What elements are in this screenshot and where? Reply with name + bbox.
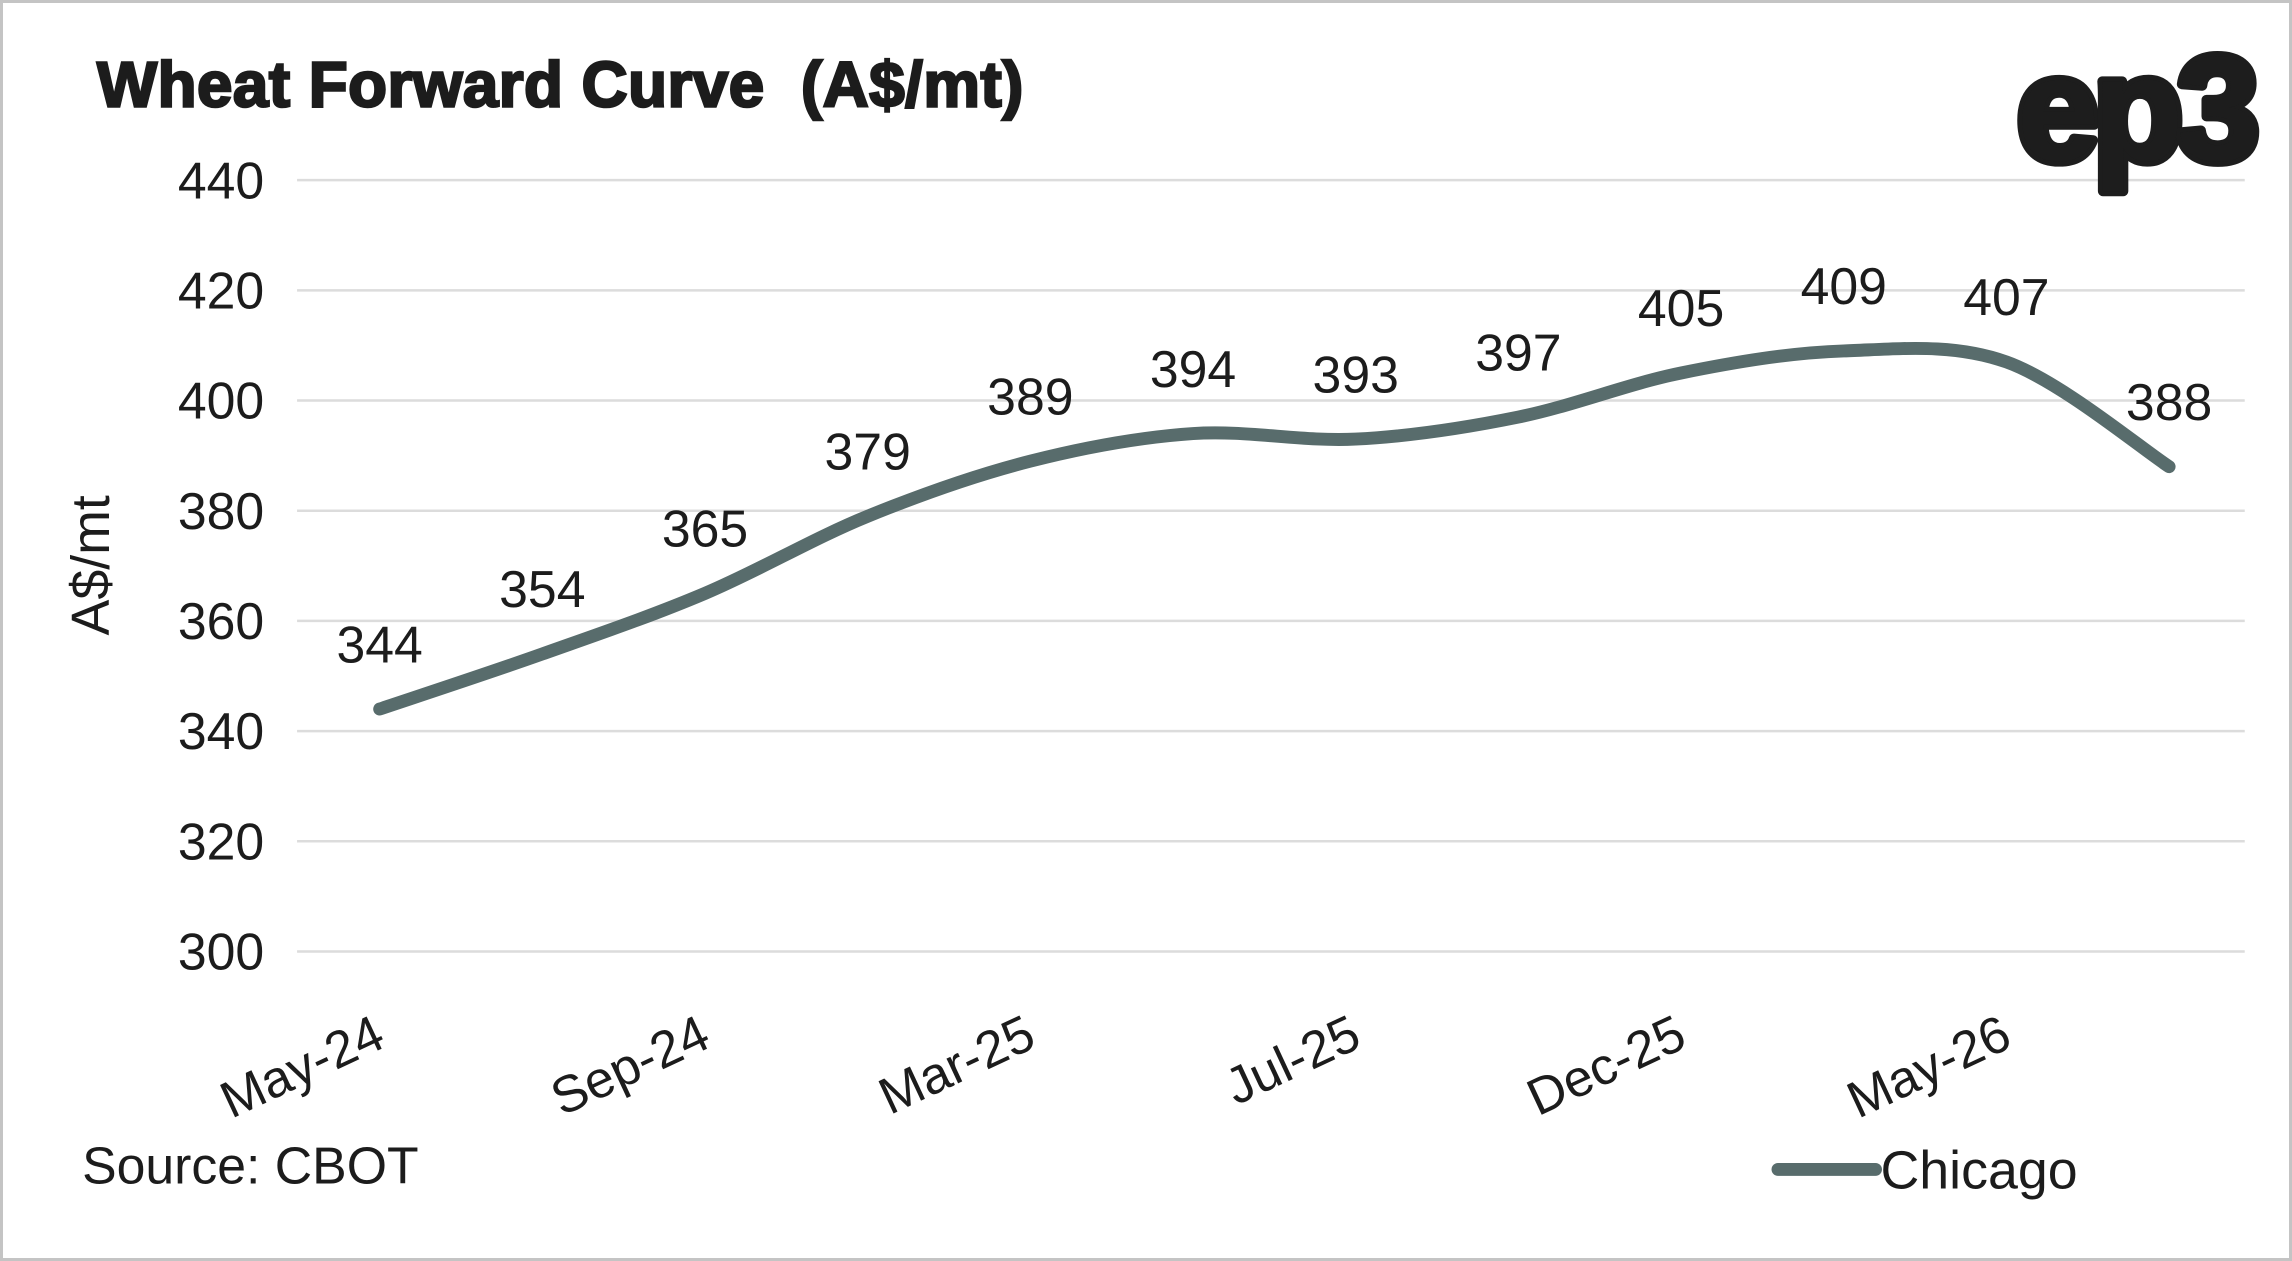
x-tick-label: Dec-25 [1518, 1003, 1694, 1126]
data-label: 405 [1638, 279, 1724, 337]
data-label: 379 [825, 422, 911, 480]
y-tick-label: 420 [178, 261, 264, 319]
legend: Chicago [1771, 1140, 2078, 1200]
legend-series-label: Chicago [1880, 1140, 2077, 1200]
y-axis-tick-labels: 440 420 400 380 360 340 320 300 [178, 151, 264, 980]
source-note: Source: CBOT [82, 1136, 418, 1194]
data-label: 344 [336, 615, 422, 673]
data-label: 394 [1150, 340, 1236, 398]
x-tick-label: Sep-24 [542, 1003, 718, 1126]
data-label: 393 [1313, 345, 1399, 403]
data-label: 388 [2126, 373, 2212, 431]
gridlines [297, 178, 2245, 953]
wheat-forward-curve-chart: 440 420 400 380 360 340 320 300 May-24 Sep-24 Mar… [61, 20, 2267, 1200]
x-tick-label: Jul-25 [1216, 1003, 1368, 1115]
y-tick-label: 300 [178, 923, 264, 981]
y-tick-label: 360 [178, 592, 264, 650]
x-tick-label: Mar-25 [870, 1003, 1043, 1125]
data-labels: 344 354 365 379 389 394 393 397 405 409 407 388 [336, 257, 2212, 673]
y-tick-label: 380 [178, 482, 264, 540]
x-tick-label: May-26 [1838, 1003, 2019, 1128]
x-axis-tick-labels: May-24 Sep-24 Mar-25 Jul-25 Dec-25 May-26 [211, 1003, 2019, 1128]
data-label: 407 [1963, 268, 2049, 326]
y-tick-label: 340 [178, 702, 264, 760]
chart-title: Wheat Forward Curve (A$/mt) [97, 50, 1024, 121]
y-tick-label: 400 [178, 372, 264, 430]
data-label: 409 [1801, 257, 1887, 315]
data-label: 397 [1475, 323, 1561, 381]
y-tick-label: 440 [178, 151, 264, 209]
y-tick-label: 320 [178, 812, 264, 870]
ep3-logo: ep3 [2016, 25, 2254, 192]
data-label: 354 [499, 560, 585, 618]
y-axis-unit-label: A$/mt [61, 495, 121, 635]
x-tick-label: May-24 [211, 1003, 392, 1128]
chicago-series-line [373, 341, 2176, 716]
data-label: 365 [662, 500, 748, 558]
data-label: 389 [987, 367, 1073, 425]
